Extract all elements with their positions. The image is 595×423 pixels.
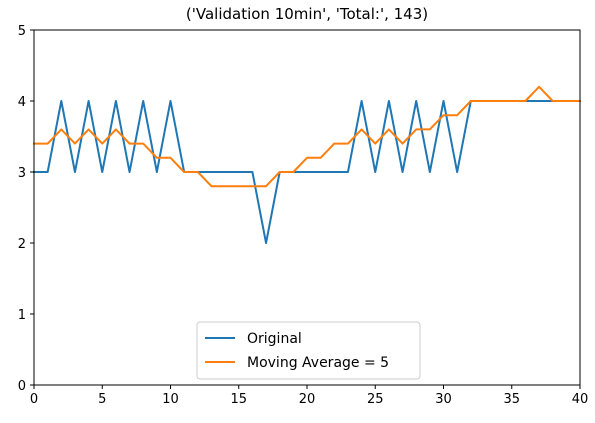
x-tick-label: 40 [572, 392, 589, 407]
chart-title: ('Validation 10min', 'Total:', 143) [186, 5, 428, 23]
y-tick-label: 0 [18, 379, 26, 394]
y-tick-label: 4 [18, 95, 26, 110]
x-tick-label: 25 [367, 392, 384, 407]
y-tick-label: 5 [18, 24, 26, 39]
y-tick-label: 3 [18, 166, 26, 181]
y-tick-label: 1 [18, 308, 26, 323]
x-tick-label: 0 [30, 392, 38, 407]
series-line-moving-average [33, 85, 581, 188]
series-line-original [33, 100, 581, 244]
x-tick-label: 10 [162, 392, 179, 407]
legend-entry: Original [247, 331, 302, 347]
legend: Original Moving Average = 5 [196, 321, 421, 380]
x-tick-label: 20 [299, 392, 316, 407]
legend-entry: Moving Average = 5 [247, 355, 389, 371]
x-tick-label: 15 [230, 392, 247, 407]
legend-box [196, 321, 421, 380]
y-tick-label: 2 [18, 237, 26, 252]
x-tick-label: 35 [503, 392, 520, 407]
x-tick-label: 5 [98, 392, 106, 407]
x-tick-label: 30 [435, 392, 452, 407]
